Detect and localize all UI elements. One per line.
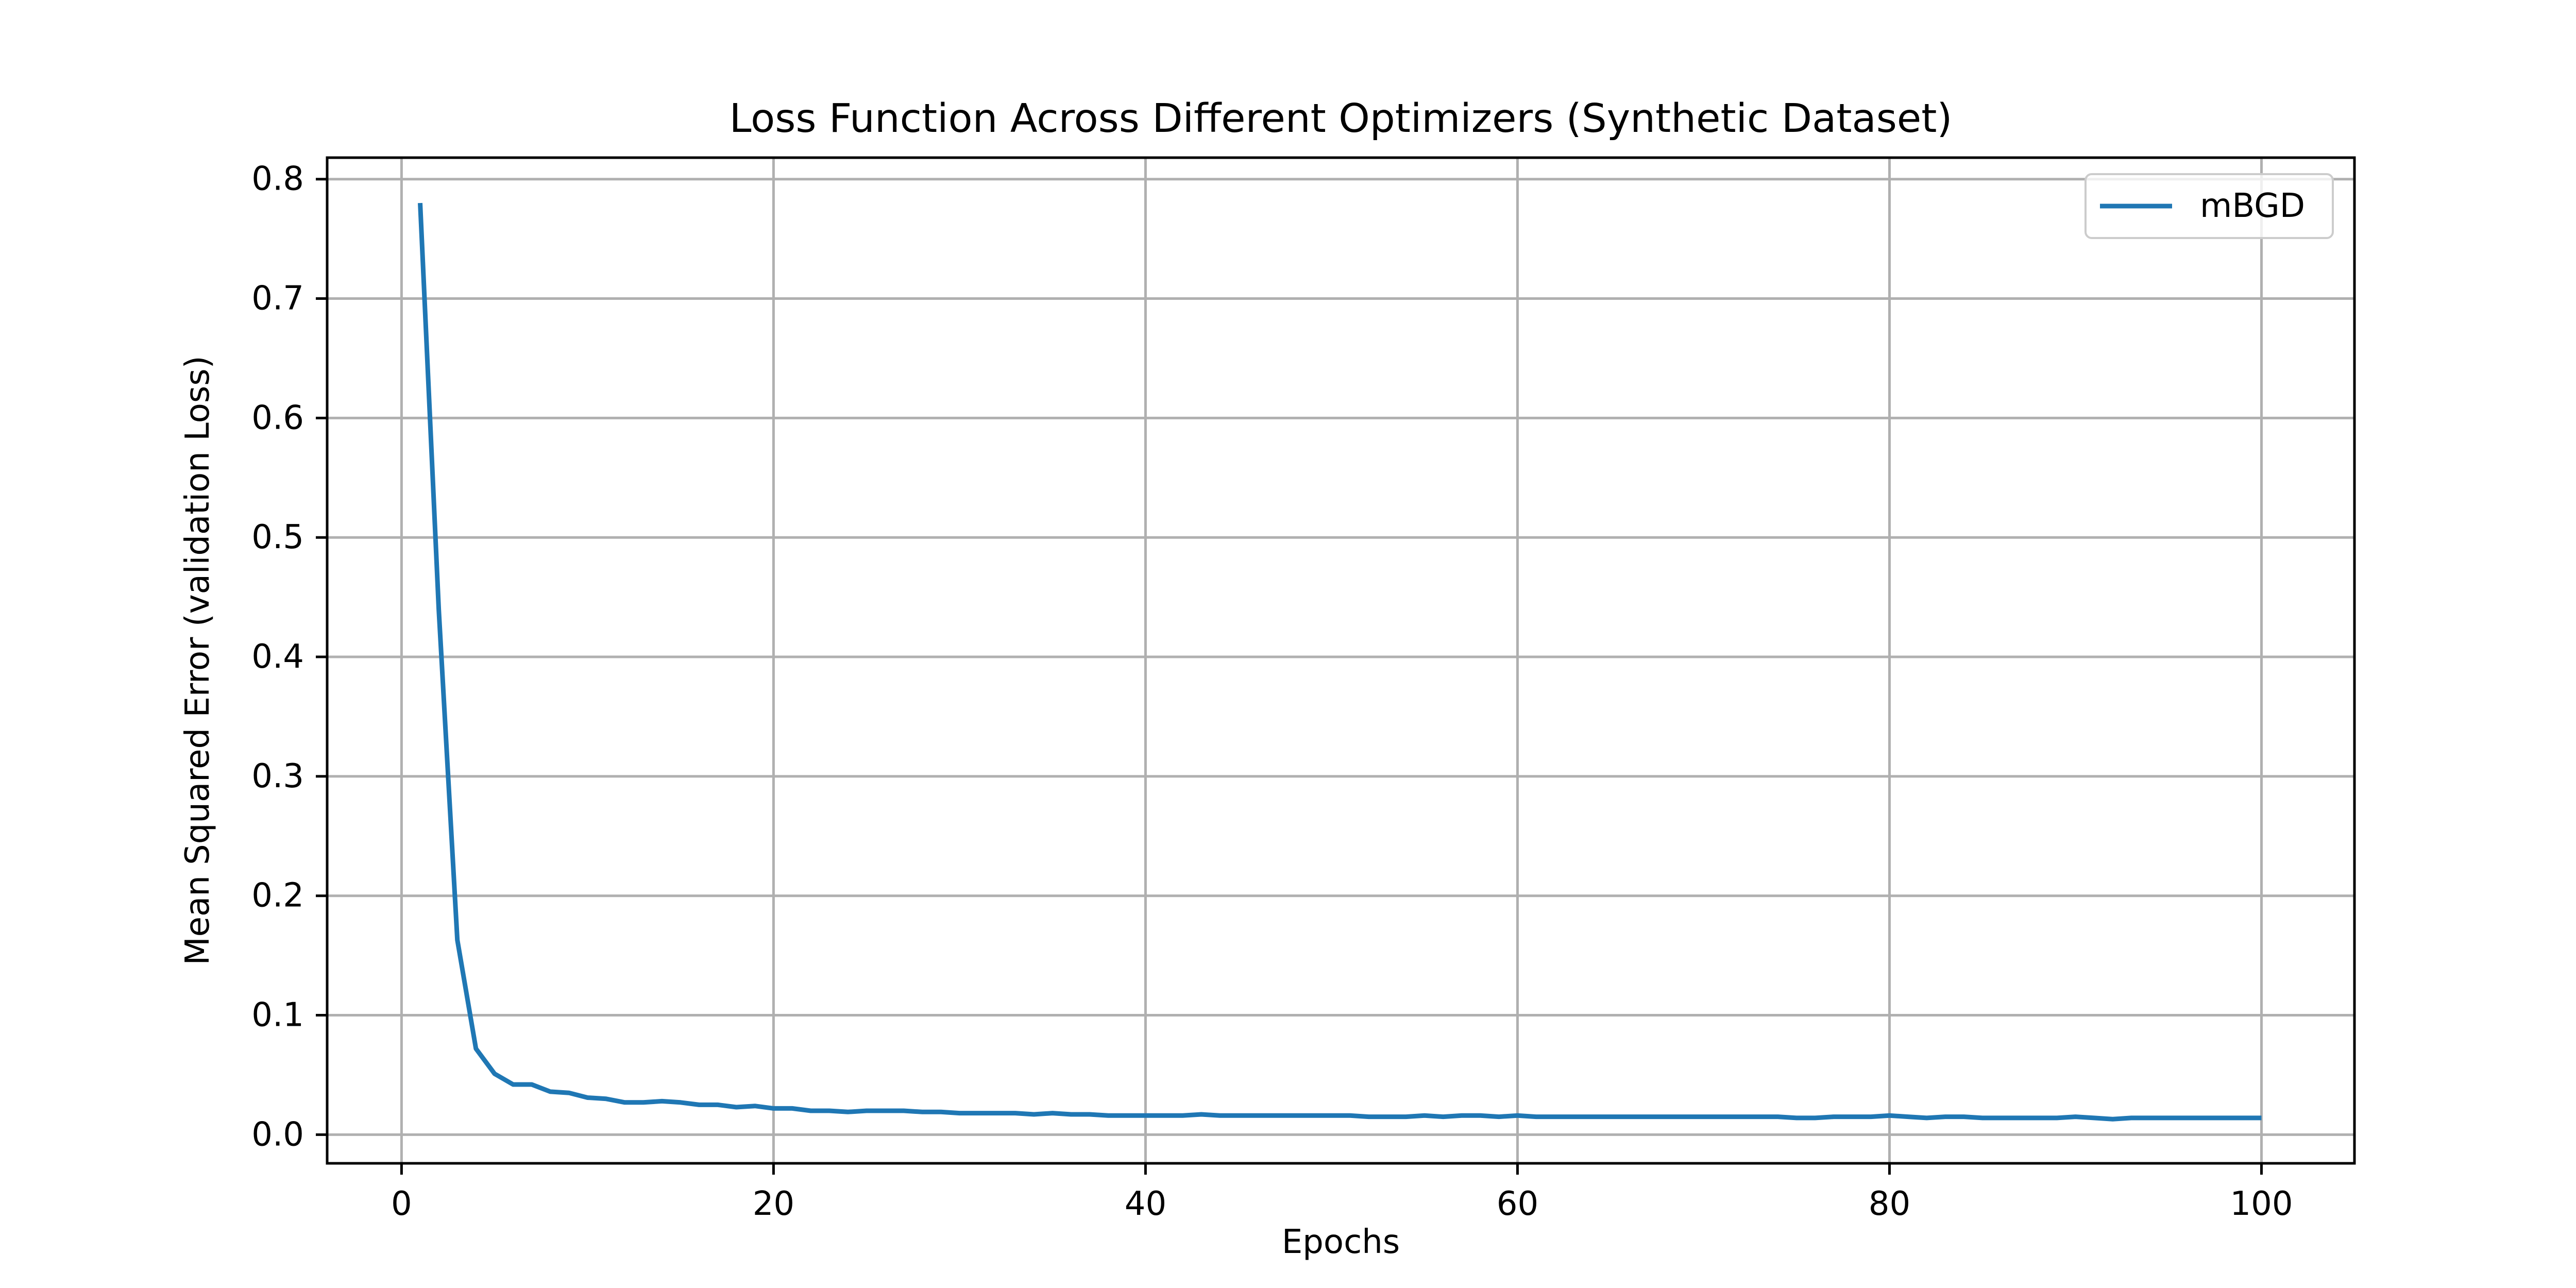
x-tick-label: 20 <box>753 1185 794 1223</box>
y-tick-label: 0.1 <box>251 996 304 1035</box>
y-tick-label: 0.4 <box>251 638 304 676</box>
x-tick-label: 60 <box>1497 1185 1538 1223</box>
y-tick-label: 0.0 <box>251 1115 304 1154</box>
y-tick-label: 0.6 <box>251 399 304 437</box>
y-tick-label: 0.3 <box>251 757 304 795</box>
legend-label-mbgd: mBGD <box>2200 187 2305 225</box>
series-line-mbgd <box>418 202 2262 1122</box>
x-tick-label: 80 <box>1869 1185 1910 1223</box>
x-tick-label: 0 <box>391 1185 412 1223</box>
chart-title: Loss Function Across Different Optimizer… <box>730 96 1953 142</box>
series-lines <box>418 202 2262 1122</box>
legend-box <box>2084 173 2334 239</box>
grid-lines <box>327 158 2354 1163</box>
x-axis-label: Epochs <box>1282 1223 1400 1261</box>
y-tick-label: 0.2 <box>251 877 304 915</box>
y-tick-label: 0.7 <box>251 280 304 318</box>
y-axis-label: Mean Squared Error (validation Loss) <box>179 355 217 965</box>
x-tick-label: 100 <box>2230 1185 2293 1223</box>
x-axis-ticks: 0 20 40 60 80 100 <box>391 1163 2293 1223</box>
y-tick-label: 0.8 <box>251 160 304 198</box>
y-tick-label: 0.5 <box>251 518 304 556</box>
y-axis-ticks: 0.0 0.1 0.2 0.3 0.4 0.5 0.6 0.7 0.8 <box>251 160 327 1154</box>
legend: mBGD <box>2084 173 2334 239</box>
x-tick-label: 40 <box>1125 1185 1166 1223</box>
plot-area-frame <box>326 156 2356 1165</box>
